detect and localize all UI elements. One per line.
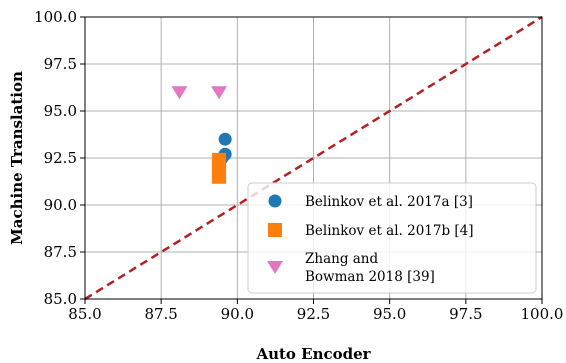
reference-line-group <box>84 15 543 301</box>
data-point <box>211 86 228 100</box>
x-tick-label: 97.5 <box>449 305 482 323</box>
legend-label-1: Belinkov et al. 2017a [3] <box>305 194 473 210</box>
data-point <box>171 86 188 100</box>
y-tick-label: 87.5 <box>44 243 77 261</box>
y-tick-label: 90.0 <box>44 196 77 214</box>
x-axis-title: Auto Encoder <box>255 345 371 363</box>
x-tick-label: 87.5 <box>144 305 177 323</box>
legend-marker-2 <box>268 223 282 237</box>
x-tick-label: 100.0 <box>521 305 564 323</box>
y-tick-label: 95.0 <box>44 102 77 120</box>
data-point <box>212 169 227 184</box>
legend-label-3-line-1: Zhang and <box>305 251 378 267</box>
y-tick-label: 97.5 <box>44 55 77 73</box>
y-tick-label: 85.0 <box>44 290 77 308</box>
series-2 <box>212 152 227 184</box>
x-tick-label: 95.0 <box>373 305 406 323</box>
legend-box <box>247 182 537 294</box>
legend-marker-1 <box>268 194 282 208</box>
series-3 <box>171 86 228 100</box>
legend: Belinkov et al. 2017a [3] Belinkov et al.… <box>247 182 537 294</box>
data-points <box>171 86 232 184</box>
y-tick-label: 92.5 <box>44 149 77 167</box>
legend-label-2: Belinkov et al. 2017b [4] <box>305 223 474 239</box>
y-tick-label: 100.0 <box>34 8 77 26</box>
x-tick-label: 90.0 <box>221 305 254 323</box>
data-point <box>218 132 232 146</box>
axis-ticks: 85.0 87.5 90.0 92.5 95.0 97.5 100.0 85.0 87.5 90.… <box>34 8 563 323</box>
reference-line <box>84 15 543 301</box>
x-tick-label: 85.0 <box>68 305 101 323</box>
y-axis-title: Machine Translation <box>8 71 26 245</box>
x-tick-label: 92.5 <box>297 305 330 323</box>
legend-label-3-line-2: Bowman 2018 [39] <box>305 269 435 285</box>
legend-marker-3 <box>267 261 283 274</box>
